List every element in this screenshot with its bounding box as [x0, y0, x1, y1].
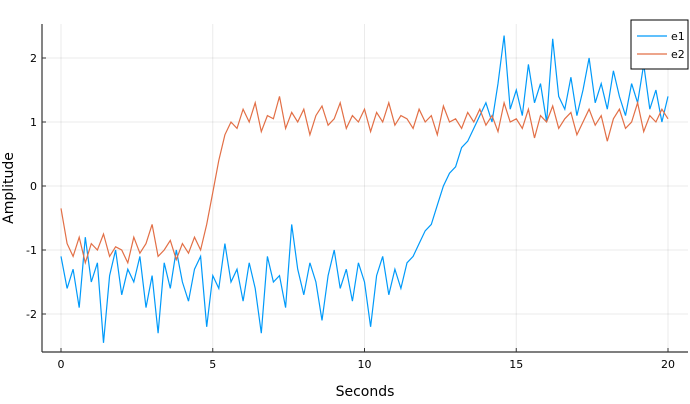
y-tick-label: 2 — [30, 52, 37, 65]
x-tick-label: 10 — [358, 358, 372, 371]
series-line-e2 — [60, 96, 669, 266]
legend-box — [630, 19, 689, 70]
y-tick-label: 1 — [30, 116, 37, 129]
x-tick-label: 5 — [209, 358, 216, 371]
legend-label-e2: e2 — [671, 48, 685, 61]
y-tick-label: -2 — [26, 308, 37, 321]
series-lines — [60, 35, 669, 343]
grid — [42, 24, 688, 352]
ticks: 0 5 10 15 20 -2 -1 0 1 2 — [26, 52, 675, 371]
legend: e1 e2 — [630, 19, 689, 70]
x-tick-label: 20 — [661, 358, 675, 371]
legend-label-e1: e1 — [671, 30, 685, 43]
y-tick-label: -1 — [26, 244, 37, 257]
x-tick-label: 15 — [509, 358, 523, 371]
x-axis-label: Seconds — [336, 384, 395, 400]
x-tick-label: 0 — [58, 358, 65, 371]
series-line-e1 — [60, 35, 669, 343]
y-axis-label: Amplitude — [1, 152, 17, 224]
y-tick-label: 0 — [30, 180, 37, 193]
